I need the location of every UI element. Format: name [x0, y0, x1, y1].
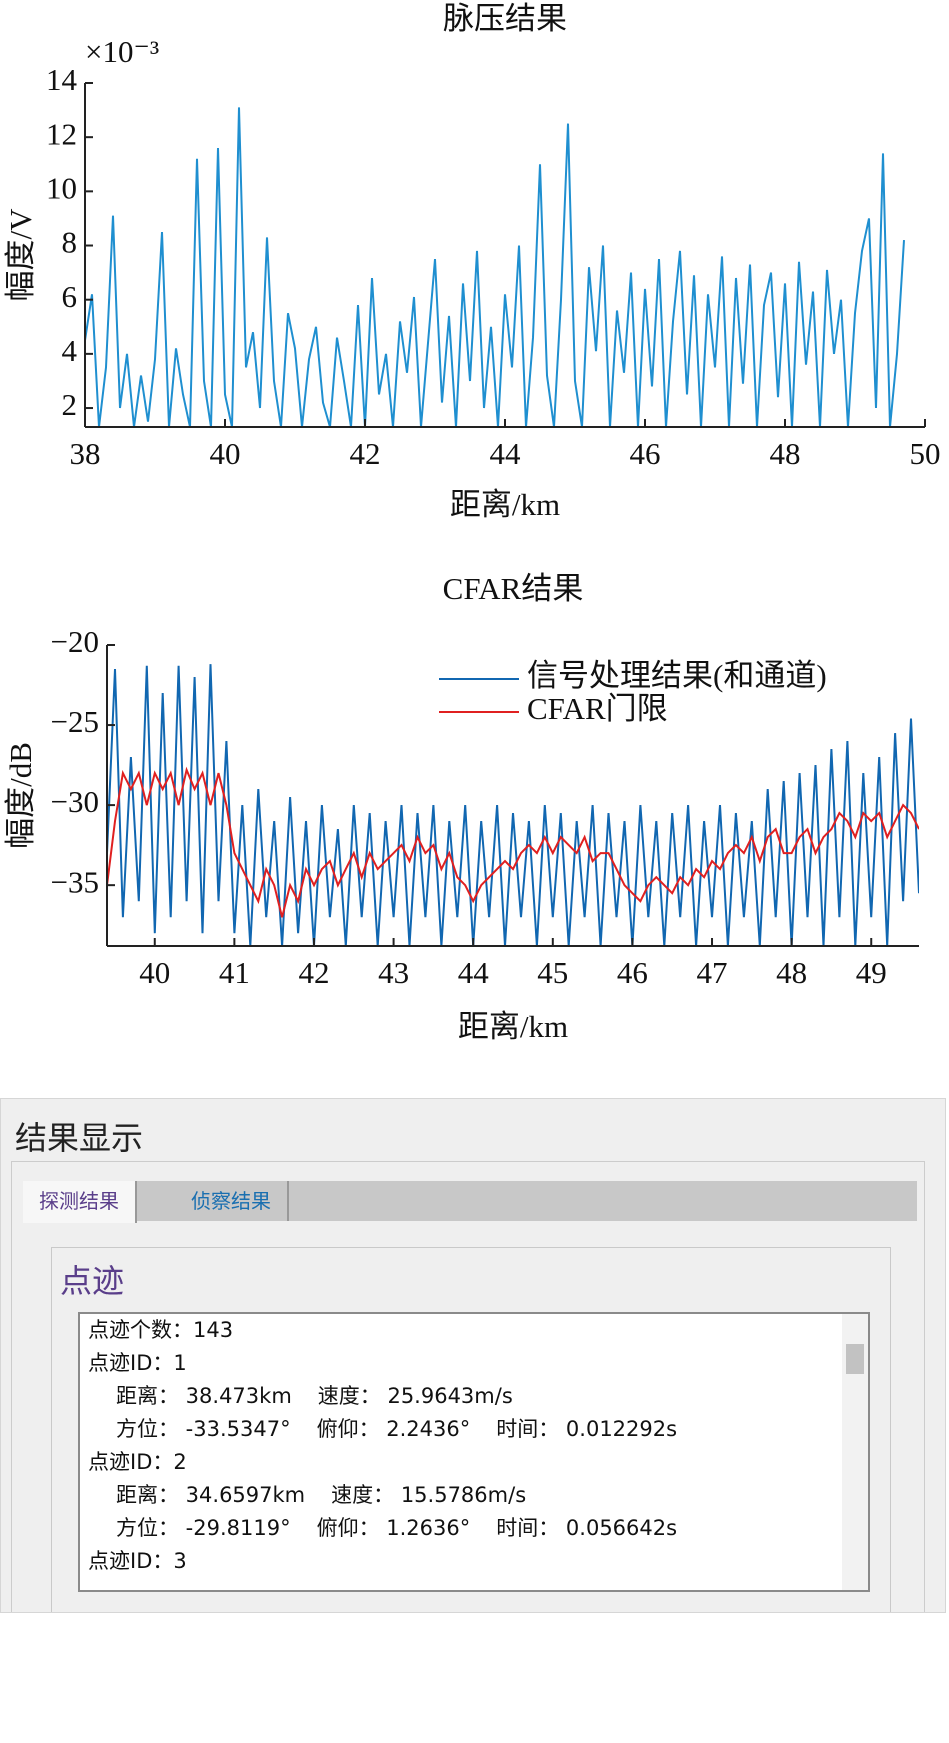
- x-tick-label: 48: [776, 955, 807, 990]
- legend-label: 信号处理结果(和通道): [527, 658, 827, 693]
- track-row: 距离： 38.473km 速度： 25.9643m/s: [80, 1380, 868, 1413]
- y-tick-label: 8: [62, 225, 78, 260]
- y-tick-label: 4: [62, 333, 78, 368]
- x-tick-label: 46: [630, 436, 661, 471]
- track-row: 方位： -33.5347° 俯仰： 2.2436° 时间： 0.012292s: [80, 1413, 868, 1446]
- chart-title: CFAR结果: [443, 571, 584, 606]
- track-field: 距离： 34.6597km: [116, 1483, 306, 1507]
- track-row: 点迹ID：2: [80, 1446, 868, 1479]
- x-tick-label: 46: [617, 955, 648, 990]
- x-tick-label: 43: [378, 955, 409, 990]
- panel-frame: [11, 1161, 925, 1612]
- track-row: 方位： -29.8119° 俯仰： 1.2636° 时间： 0.056642s: [80, 1512, 868, 1545]
- y-exponent: ×10⁻³: [85, 34, 159, 69]
- tab[interactable]: 探测结果: [23, 1181, 137, 1223]
- track-field: 俯仰： 1.2636°: [316, 1516, 471, 1540]
- legend-label: CFAR门限: [527, 691, 668, 726]
- x-tick-label: 48: [770, 436, 801, 471]
- x-tick-label: 49: [856, 955, 887, 990]
- track-list[interactable]: 点迹个数：143 点迹ID：1 距离： 38.473km 速度： 25.9643m/…: [78, 1312, 870, 1592]
- y-tick-label: 10: [46, 170, 77, 205]
- track-field: 点迹ID：1: [88, 1351, 187, 1375]
- y-axis-label: 幅度/V: [3, 208, 38, 302]
- track-field: 点迹ID：3: [88, 1549, 187, 1573]
- data-line: [107, 766, 919, 918]
- track-field: 方位： -29.8119°: [116, 1516, 291, 1540]
- tab[interactable]: 侦察结果: [175, 1181, 289, 1221]
- x-tick-label: 42: [350, 436, 381, 471]
- x-tick-label: 38: [70, 436, 101, 471]
- track-field: 俯仰： 2.2436°: [316, 1417, 471, 1441]
- track-field: 距离： 38.473km: [116, 1384, 292, 1408]
- data-line: [107, 664, 919, 946]
- track-field: 速度： 25.9643m/s: [317, 1384, 513, 1408]
- x-tick-label: 41: [219, 955, 250, 990]
- panel-title: 结果显示: [15, 1119, 144, 1157]
- y-tick-label: −20: [51, 624, 99, 659]
- x-axis-label: 距离/km: [450, 487, 560, 522]
- group-box: 点迹 点迹个数：143 点迹ID：1 距离： 38.473km 速度： 25.964…: [51, 1247, 891, 1612]
- track-row: 点迹ID：1: [80, 1347, 868, 1380]
- y-tick-label: −30: [51, 784, 99, 819]
- y-tick-label: −35: [51, 864, 99, 899]
- x-tick-label: 40: [210, 436, 241, 471]
- x-tick-label: 45: [537, 955, 568, 990]
- y-tick-label: −25: [51, 704, 99, 739]
- x-tick-label: 47: [697, 955, 728, 990]
- chart-title: 脉压结果: [443, 1, 567, 36]
- track-row: 距离： 34.6597km 速度： 15.5786m/s: [80, 1479, 868, 1512]
- track-field: 速度： 15.5786m/s: [331, 1483, 527, 1507]
- track-field: 点迹ID：2: [88, 1450, 187, 1474]
- track-count: 点迹个数：143: [88, 1318, 234, 1342]
- track-field: 方位： -33.5347°: [116, 1417, 291, 1441]
- y-tick-label: 6: [62, 279, 78, 314]
- x-tick-label: 44: [458, 955, 490, 990]
- result-panel: 结果显示 探测结果 侦察结果 点迹 点迹个数：143 点迹ID：1 距离： 38.…: [0, 1098, 946, 1613]
- scrollbar[interactable]: [842, 1314, 868, 1590]
- x-axis-label: 距离/km: [458, 1009, 568, 1044]
- y-tick-label: 14: [46, 62, 78, 97]
- track-row: 点迹ID：3: [80, 1545, 868, 1578]
- y-tick-label: 12: [46, 116, 77, 151]
- x-tick-label: 44: [490, 436, 522, 471]
- track-field: 时间： 0.056642s: [496, 1516, 678, 1540]
- x-tick-label: 40: [139, 955, 170, 990]
- scroll-thumb[interactable]: [846, 1344, 864, 1374]
- y-tick-label: 2: [62, 387, 78, 422]
- y-axis-label: 幅度/dB: [3, 742, 38, 849]
- track-field: 时间： 0.012292s: [496, 1417, 678, 1441]
- x-tick-label: 42: [298, 955, 329, 990]
- data-line: [85, 107, 905, 427]
- group-title: 点迹: [60, 1262, 125, 1300]
- tab-bar: 探测结果 侦察结果: [23, 1181, 917, 1223]
- x-tick-label: 50: [910, 436, 941, 471]
